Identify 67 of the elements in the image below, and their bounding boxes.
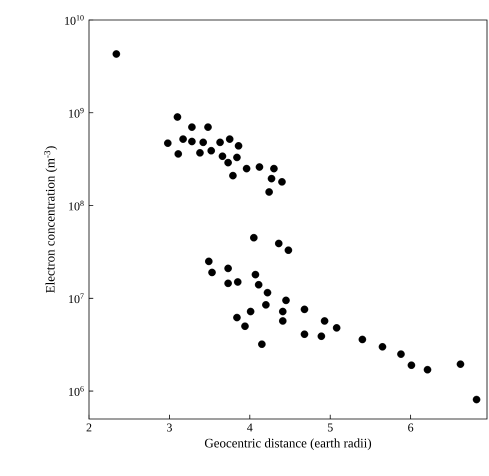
point: [378, 343, 386, 351]
point: [270, 164, 278, 172]
point: [262, 301, 270, 309]
point: [332, 324, 340, 332]
y-tick-label: 10$^{7}$: [69, 293, 84, 304]
y-tick-label: 10$^{10}$: [65, 15, 84, 25]
point: [234, 142, 242, 150]
point: [204, 123, 212, 131]
point: [229, 172, 237, 180]
point: [112, 50, 120, 58]
x-tick-label: 2: [86, 424, 92, 432]
point: [265, 188, 273, 196]
point: [300, 306, 308, 314]
y-tick-label: 10$^{9}$: [69, 108, 84, 118]
point: [242, 164, 250, 172]
x-tick-label: 6: [408, 424, 414, 432]
point: [424, 366, 432, 374]
point: [274, 240, 283, 248]
point: [268, 174, 276, 182]
point: [164, 139, 172, 147]
x-tick-label: 3: [166, 424, 172, 432]
point: [256, 163, 264, 171]
point: [246, 308, 254, 316]
x-axis-title: Geocentric distance (earth radii): [204, 438, 372, 450]
point: [408, 361, 416, 370]
point: [252, 270, 260, 278]
point: [179, 135, 187, 143]
point: [278, 317, 287, 325]
point: [208, 268, 216, 276]
point: [188, 123, 196, 131]
point: [226, 135, 234, 143]
point: [216, 138, 224, 146]
point: [224, 280, 232, 288]
point: [278, 178, 286, 186]
point: [254, 280, 262, 289]
point: [397, 350, 405, 358]
x-tick-label: 4: [247, 424, 253, 432]
point: [234, 278, 242, 286]
point: [300, 330, 308, 338]
point: [472, 396, 480, 404]
point: [207, 146, 216, 154]
point: [224, 264, 232, 272]
point: [174, 113, 182, 121]
point: [205, 258, 213, 266]
y-axis-title: Electron concentration (m$^{-3}$): [44, 146, 58, 293]
point: [233, 154, 241, 162]
point: [456, 360, 464, 368]
point: [318, 332, 326, 340]
x-tick-label: 5: [328, 424, 333, 432]
point: [241, 322, 249, 330]
point: [174, 150, 182, 158]
y-tick-label: 10$^{8}$: [69, 200, 84, 210]
point: [358, 336, 366, 344]
point: [282, 296, 290, 304]
point: [284, 246, 292, 254]
point: [264, 288, 272, 296]
point: [250, 234, 258, 242]
y-tick-label: 10$^{6}$: [69, 386, 84, 396]
point: [258, 340, 266, 348]
point: [320, 317, 328, 325]
point: [224, 158, 232, 166]
point: [278, 308, 287, 316]
point: [188, 138, 196, 146]
point: [196, 149, 204, 157]
point: [218, 152, 226, 160]
point: [199, 138, 207, 146]
point: [233, 314, 241, 322]
